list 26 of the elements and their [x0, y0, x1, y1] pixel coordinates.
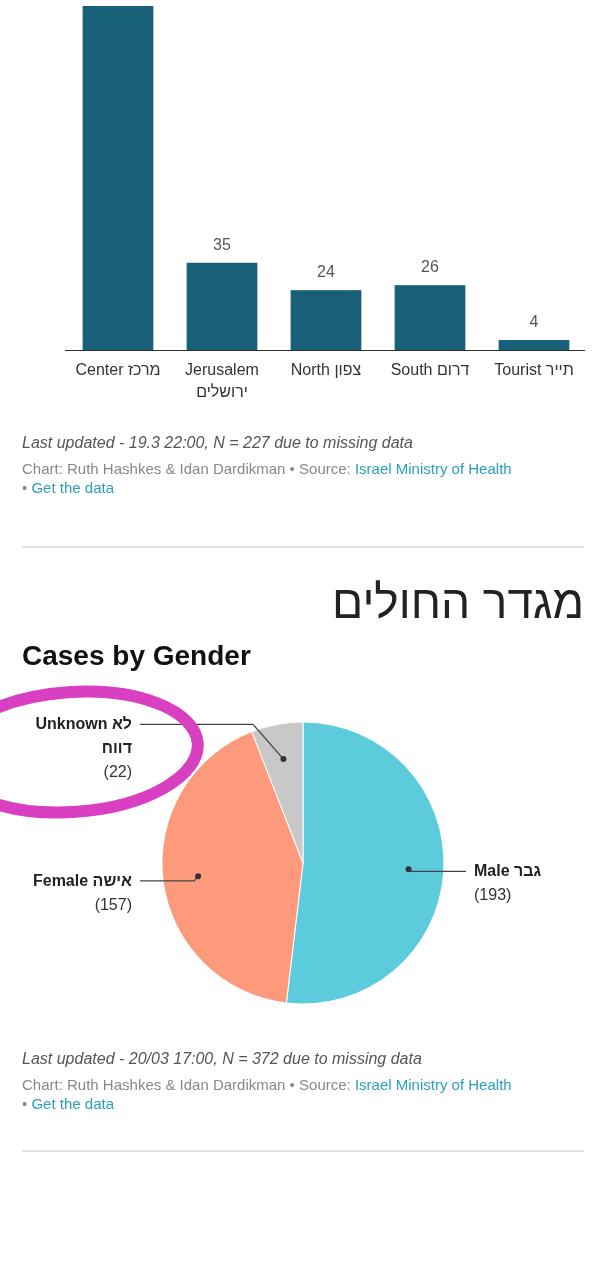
data-label: (22): [102, 762, 132, 783]
bar: [394, 285, 466, 350]
x-tick-label: Center מרכז: [74, 360, 162, 380]
x-tick-label: Tourist תייר: [493, 360, 575, 380]
slice-label: Unknown לא דווח: [34, 714, 132, 759]
data-label: (157): [93, 894, 132, 915]
text: Chart: Ruth Hashkes & Idan Dardikman • Source: Israel Ministry of Health • Get the data: [22, 1076, 512, 1112]
bar: [186, 262, 258, 350]
x-tick-label: Jerusalem ירושלים: [184, 360, 260, 402]
text: Last updated - 20/03 17:00, N = 372 due to missing data: [22, 1049, 423, 1069]
chart-subtitle: Cases by Gender: [22, 639, 252, 673]
data-label: 4: [529, 313, 539, 331]
data-label: (193): [474, 885, 513, 906]
bar: [82, 6, 154, 350]
bar: [498, 340, 570, 350]
text: Chart: Ruth Hashkes & Idan Dardikman • Source: Israel Ministry of Health • Get the data: [22, 460, 512, 496]
text: Last updated - 19.3 22:00, N = 227 due to missing data: [22, 433, 414, 453]
slice-label: Female אישה: [31, 870, 132, 891]
data-label: 26: [421, 258, 439, 276]
data-label: 35: [213, 235, 231, 253]
x-tick-label: North צפון: [289, 360, 363, 380]
slice-label: Male גבר: [474, 861, 543, 882]
data-label: 24: [317, 263, 335, 281]
x-tick-label: South דרום: [389, 360, 471, 380]
chart-title: מגדר החולים: [331, 575, 584, 630]
bar: [290, 290, 362, 350]
